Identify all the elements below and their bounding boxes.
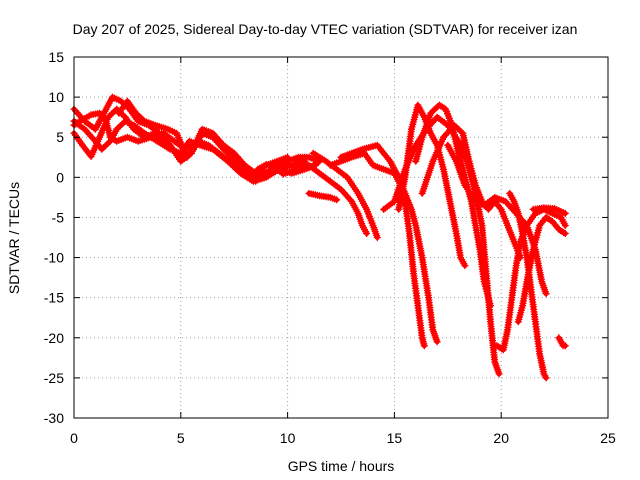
plus-markers: [294, 157, 371, 237]
data-marks: [70, 93, 569, 382]
y-tick-label: -10: [44, 250, 64, 266]
plus-markers: [305, 189, 341, 204]
series-arc-i: [305, 189, 341, 204]
x-tick-label: 15: [387, 430, 403, 446]
x-axis-label: GPS time / hours: [288, 458, 395, 474]
series-arc-j: [326, 149, 428, 350]
grid-lines: [74, 57, 608, 418]
y-tick-label: 15: [48, 49, 64, 65]
x-tick-label: 0: [70, 430, 78, 446]
axis-ticks: -30 -25 -20 -15 -10 -5 0 5 10 15 0 5 10 15 20 25: [44, 49, 616, 446]
series-arc-u: [555, 334, 569, 350]
y-axis-label: SDTVAR / TECUs: [6, 182, 22, 294]
series-arc-t: [529, 204, 569, 217]
plot-frame: [73, 56, 609, 419]
series-arc-e: [115, 97, 191, 161]
y-tick-label: 0: [56, 169, 64, 185]
plus-markers: [506, 189, 550, 382]
plus-markers: [115, 97, 191, 161]
y-tick-label: 5: [56, 129, 64, 145]
plus-markers: [326, 149, 428, 350]
x-tick-label: 5: [177, 430, 185, 446]
y-tick-label: -25: [44, 370, 64, 386]
y-tick-label: -20: [44, 330, 64, 346]
series-arc-s: [506, 189, 550, 382]
y-tick-label: -30: [44, 410, 64, 426]
series-arc-g: [309, 149, 381, 241]
series-arc-h: [294, 157, 371, 237]
y-tick-label: 10: [48, 89, 64, 105]
y-tick-label: -5: [52, 209, 65, 225]
plus-markers: [555, 334, 569, 350]
x-tick-label: 25: [600, 430, 616, 446]
y-tick-label: -15: [44, 290, 64, 306]
x-tick-label: 20: [493, 430, 509, 446]
x-tick-label: 10: [280, 430, 296, 446]
chart-title: Day 207 of 2025, Sidereal Day-to-day VTE…: [73, 21, 578, 37]
plus-markers: [529, 204, 569, 217]
